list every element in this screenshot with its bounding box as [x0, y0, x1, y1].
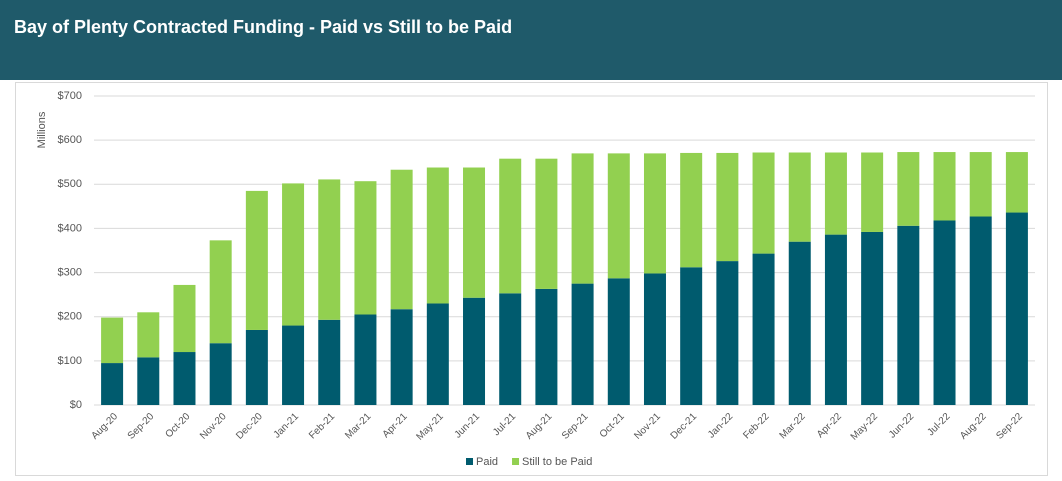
bar-segment: [824, 152, 847, 235]
y-tick-label: $0: [70, 399, 82, 411]
legend-swatch: [512, 458, 520, 465]
bar-segment: [426, 303, 449, 405]
bar-segment: [463, 167, 486, 298]
y-axis-label: Millions: [36, 111, 48, 148]
bar-segment: [969, 216, 992, 405]
bar-segment: [861, 231, 884, 405]
bar-segment: [933, 152, 956, 221]
bar-segment: [390, 309, 413, 405]
legend-label: Paid: [476, 456, 498, 468]
bar-segment: [607, 278, 630, 405]
bar-segment: [680, 152, 703, 268]
y-tick-label: $400: [58, 222, 82, 234]
y-tick-label: $500: [58, 178, 82, 190]
bar-segment: [318, 319, 341, 405]
bar-segment: [390, 169, 413, 310]
bar-segment: [209, 343, 232, 405]
bar-segment: [426, 167, 449, 304]
y-tick-label: $300: [58, 266, 82, 278]
bar-segment: [245, 329, 268, 405]
bar-segment: [173, 284, 196, 353]
bar-segment: [716, 152, 739, 262]
bar-segment: [933, 220, 956, 405]
chart-panel: [15, 82, 1048, 476]
bar-segment: [137, 357, 160, 405]
bar-segment: [354, 314, 377, 405]
bar-segment: [463, 297, 486, 405]
y-tick-label: $200: [58, 311, 82, 323]
bar-segment: [137, 312, 160, 358]
legend-swatch: [466, 458, 473, 465]
bar-segment: [788, 241, 811, 405]
legend-label: Still to be Paid: [522, 456, 592, 468]
bar-segment: [499, 158, 522, 294]
bar-segment: [788, 152, 811, 242]
bar-segment: [897, 225, 920, 405]
bar-segment: [535, 158, 558, 289]
bar-segment: [643, 273, 666, 405]
chart-title: Bay of Plenty Contracted Funding - Paid …: [14, 17, 512, 37]
bar-segment: [571, 283, 594, 405]
bar-segment: [101, 363, 124, 405]
bar-segment: [571, 153, 594, 284]
bar-segment: [752, 253, 775, 405]
bar-segment: [535, 288, 558, 405]
bar-segment: [716, 261, 739, 405]
bar-segment: [861, 152, 884, 232]
bar-segment: [245, 190, 268, 330]
header-band: [0, 0, 1062, 80]
bar-segment: [897, 152, 920, 226]
bar-segment: [680, 267, 703, 405]
bar-segment: [1005, 212, 1028, 405]
bar-segment: [209, 240, 232, 344]
bar-segment: [969, 152, 992, 217]
bar-segment: [282, 183, 305, 326]
bar-segment: [282, 325, 305, 405]
bar-segment: [752, 152, 775, 254]
y-tick-label: $100: [58, 355, 82, 367]
bar-segment: [101, 317, 124, 364]
bar-segment: [354, 181, 377, 315]
bar-segment: [173, 352, 196, 405]
y-tick-label: $700: [58, 90, 82, 102]
bar-segment: [607, 153, 630, 279]
bar-segment: [643, 153, 666, 274]
bar-segment: [824, 234, 847, 405]
bar-segment: [1005, 152, 1028, 213]
bar-segment: [499, 293, 522, 405]
bar-segment: [318, 179, 341, 320]
y-tick-label: $600: [58, 134, 82, 146]
